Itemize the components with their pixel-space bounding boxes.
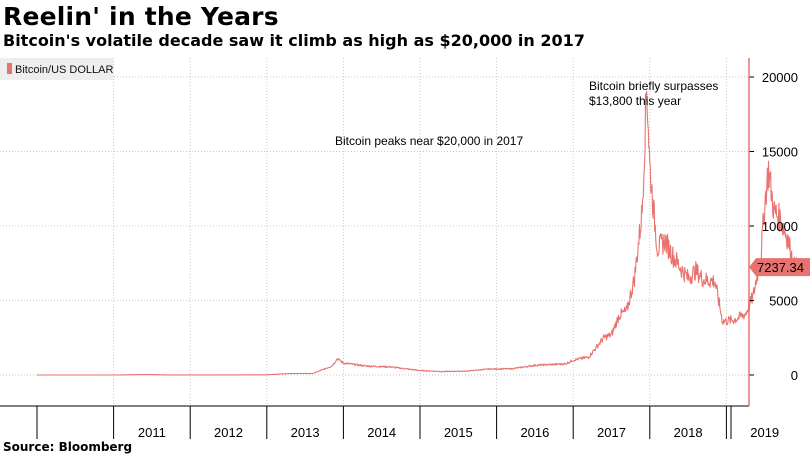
x-tick-label: 2018: [674, 425, 703, 440]
x-tick-label: 2012: [214, 425, 243, 440]
last-value-label: 7237.34: [757, 260, 804, 275]
x-tick-label: 2016: [520, 425, 549, 440]
annotation-2019-line1: Bitcoin briefly surpasses: [589, 79, 718, 93]
legend-swatch: [7, 63, 12, 74]
x-tick-label: 2019: [750, 425, 779, 440]
last-value-marker: 7237.34: [749, 258, 810, 277]
last-value-tag: [749, 258, 810, 277]
annotation-2019-line2: $13,800 this year: [589, 94, 681, 108]
legend-box: [0, 58, 113, 80]
chart-subtitle: Bitcoin's volatile decade saw it climb a…: [3, 31, 585, 50]
x-tick-label: 2013: [291, 425, 320, 440]
series-layer: [36, 90, 800, 376]
annotation-layer: Bitcoin peaks near $20,000 in 2017 Bitco…: [335, 79, 718, 148]
x-tick-label: 2014: [367, 425, 396, 440]
chart-title: Reelin' in the Years: [3, 2, 279, 31]
x-tick-label: 2015: [444, 425, 473, 440]
y-tick-label: 5000: [769, 294, 798, 309]
y-tick-label: 10000: [762, 219, 798, 234]
series-line-bitcoin: [36, 90, 800, 376]
grid-layer: [0, 58, 749, 406]
source-note: Source: Bloomberg: [3, 440, 133, 454]
x-tick-label: 2017: [597, 425, 626, 440]
y-tick-label: 20000: [762, 70, 798, 85]
x-tick-label: 2011: [138, 425, 166, 440]
y-tick-label: 0: [791, 368, 798, 383]
legend-label: Bitcoin/US DOLLAR: [15, 64, 113, 76]
annotation-peak: Bitcoin peaks near $20,000 in 2017: [335, 134, 523, 148]
axis-layer: 0 5000 10000 15000 20000 2011 2012 2013 2014 2015…: [0, 58, 798, 440]
y-tick-label: 15000: [762, 145, 798, 160]
